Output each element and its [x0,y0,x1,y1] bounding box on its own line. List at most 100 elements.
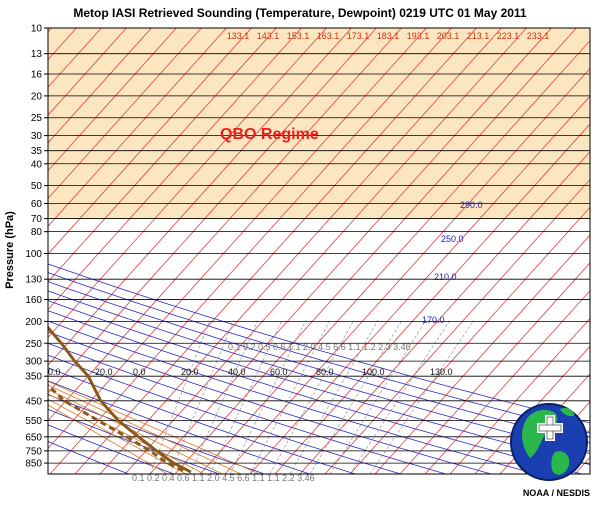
globe-logo [510,403,588,481]
mixing-ratio-line [289,319,379,474]
top-axis-label: 223.1 [497,31,520,41]
temperature-profile [48,325,192,474]
pressure-tick-label: 10 [31,24,43,35]
dry-adiabat [48,342,447,474]
pressure-tick-label: 20 [31,91,43,102]
isotherm-label: 20.0 [181,367,199,377]
isotherm-line [49,28,452,474]
mixing-ratio-line [269,319,355,474]
plot-frame [47,27,591,475]
pressure-tick-label: 160 [25,295,42,306]
pressure-tick-label: 300 [25,357,42,368]
dry-adiabat [48,263,590,424]
isotherm-label: 40.0 [228,367,246,377]
dry-adiabat [48,272,590,434]
credit-label: NOAA / NESDIS [523,488,590,498]
sounding-profiles [48,325,192,474]
theta-label: 210.0 [434,272,457,282]
pressure-tick-label: 13 [31,49,43,60]
isotherm-line [149,28,552,474]
isotherm-line [324,178,590,474]
isotherm-label: 0.0 [48,367,61,377]
isotherm-line [224,67,590,474]
mixing-ratio-line [249,319,331,474]
isotherm-line [499,373,590,474]
mixing-ratio-line [149,319,211,474]
moist-adiabat [48,398,186,474]
pressure-tick-label: 30 [31,131,43,142]
mixing-ratio-labels-bottom: 0.1 0.2 0.4 0.6 1.1 2.0 4.5 6.6 1.1 1.1 … [132,473,315,483]
isotherm-line [48,28,227,227]
mixing-ratio-line [229,319,307,474]
top-axis-label: 183.1 [377,31,400,41]
isotherm-label: 0.0 [133,367,146,377]
pressure-tick-label: 550 [25,416,42,427]
isotherm-label: 100.0 [362,367,385,377]
pressure-tick-label: 60 [31,199,43,210]
pressure-tick-label: 40 [31,159,43,170]
pressure-tick-label: 70 [31,214,43,225]
isotherm-line [48,28,377,394]
pressure-tick-label: 35 [31,146,43,157]
pressure-tick-label: 50 [31,181,43,192]
top-axis-label: 213.1 [467,31,490,41]
pressure-tick-label: 100 [25,249,42,260]
mixing-ratio-labels-mid: 0.1 0.2 0.5 0.6 1.1 2.0 4.5 6.6 1.1 1.2 … [228,342,411,352]
mixing-ratio-line [209,319,283,474]
y-axis-label: Pressure (hPa) [4,211,16,289]
mixing-ratio-line [329,319,427,474]
mixing-ratio-line [189,319,259,474]
dry-adiabat [48,300,590,466]
pressure-tick-label: 200 [25,317,42,328]
isotherm-line [299,151,590,474]
isotherm-line [424,290,590,474]
isotherm-line [74,28,477,474]
dry-adiabat [48,281,590,444]
top-axis-label: 133.1 [227,31,250,41]
pressure-axis: 10 13 16 20 25 30 35 40 50 60 70 80 100 130 160 200 250 3… [25,24,48,470]
isotherm-line [349,206,590,474]
pressure-tick-label: 350 [25,372,42,383]
isotherm-line [124,28,527,474]
moist-adiabat [48,380,260,474]
isotherm-line [274,123,590,474]
top-axis-label: 233.1 [527,31,550,41]
isotherm-line [48,28,302,311]
isotherm-line [48,28,177,172]
top-axis-label: 143.1 [257,31,280,41]
dry-adiabat [48,354,401,474]
pressure-tick-label: 250 [25,339,42,350]
isotherm-label: 80.0 [316,367,334,377]
dry-adiabat [48,310,583,474]
qbo-shaded-region [48,28,590,219]
isotherm-label: 60.0 [270,367,288,377]
isotherm-line [48,28,202,200]
pressure-tick-label: 850 [25,459,42,470]
isotherm-line [374,234,590,474]
isotherm-line [48,28,252,255]
dry-adiabat [48,380,311,474]
isotherm-line [48,28,277,283]
pressure-tick-label: 130 [25,275,42,286]
isotherm-line [48,28,327,338]
top-axis-label: 193.1 [407,31,430,41]
moist-adiabat [48,384,242,474]
top-axis-label: 173.1 [347,31,370,41]
dry-adiabat [48,320,537,474]
isotherm-line [399,262,590,474]
dry-adiabat [48,331,492,474]
pressure-tick-label: 650 [25,432,42,443]
pressure-tick-label: 80 [31,227,43,238]
isotherm-line [449,317,590,474]
moist-adiabat [48,404,168,474]
dry-adiabat [48,367,356,474]
dry-adiabat [48,290,590,455]
isotherm-label: -20.0 [92,367,113,377]
qbo-regime-annotation: QBO Regime [220,126,319,143]
mixing-ratio-line [169,319,235,474]
isotherm-line [474,345,590,474]
mixing-ratio-line [369,319,475,474]
top-axis-label: 163.1 [317,31,340,41]
